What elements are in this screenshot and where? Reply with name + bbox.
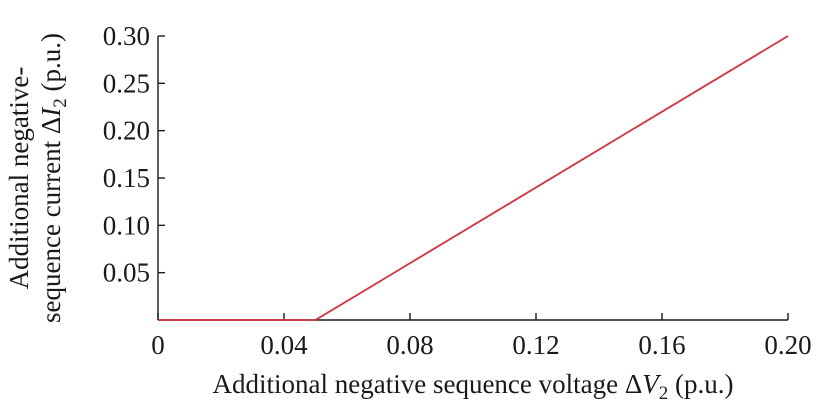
y-axis-title-suffix: (p.u.) xyxy=(36,33,66,98)
x-axis-title-suffix: (p.u.) xyxy=(668,369,733,399)
y-tick-label: 0.10 xyxy=(103,210,150,240)
x-ticks: 0 0.04 0.08 0.12 0.16 0.20 xyxy=(151,313,812,360)
y-axis-title: Additional negative- sequence current ΔI… xyxy=(4,33,71,323)
x-tick-label: 0.04 xyxy=(260,330,308,360)
x-axis-title-prefix: Additional negative sequence voltage Δ xyxy=(213,369,643,399)
x-tick-label: 0.16 xyxy=(638,330,685,360)
series-line xyxy=(158,35,789,321)
y-tick-label: 0.05 xyxy=(103,258,150,288)
y-axis-title-line2: sequence current ΔI2 (p.u.) xyxy=(36,33,71,323)
y-axis-title-prefix: sequence current Δ xyxy=(36,117,66,323)
x-tick-label: 0 xyxy=(151,330,165,360)
y-axis-title-line1: Additional negative- xyxy=(4,67,34,290)
y-tick-label: 0.15 xyxy=(103,163,150,193)
y-tick-label: 0.30 xyxy=(103,21,150,51)
x-tick-label: 0.20 xyxy=(764,330,811,360)
y-ticks: 0.05 0.10 0.15 0.20 0.25 0.30 xyxy=(103,21,165,288)
y-tick-label: 0.20 xyxy=(103,116,150,146)
x-axis-title-var: V xyxy=(642,369,662,399)
axes xyxy=(157,36,788,321)
y-tick-label: 0.25 xyxy=(103,68,150,98)
x-tick-label: 0.12 xyxy=(512,330,559,360)
x-tick-label: 0.08 xyxy=(386,330,433,360)
x-axis-title: Additional negative sequence voltage ΔV2… xyxy=(213,369,734,404)
series-layer xyxy=(158,35,789,321)
y-axis-title-sub: 2 xyxy=(50,98,71,108)
y-axis-title-var: I xyxy=(36,106,66,118)
x-axis-title-sub: 2 xyxy=(659,383,669,404)
